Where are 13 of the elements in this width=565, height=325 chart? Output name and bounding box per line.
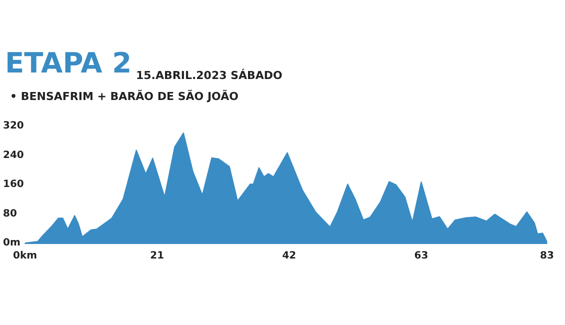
x-tick-label: 21 <box>150 250 164 262</box>
y-tick-label: 320 <box>3 120 24 132</box>
x-tick-label: 0km <box>12 250 38 262</box>
x-tick-label: 83 <box>540 250 554 262</box>
chart-title: ETAPA 2 <box>5 46 132 80</box>
y-tick-label: 160 <box>3 179 24 190</box>
x-tick-label: 63 <box>414 250 428 262</box>
y-tick-label: 0m <box>3 238 20 248</box>
x-tick-label: 42 <box>282 250 296 262</box>
chart-subtitle: 15.ABRIL.2023 SÁBADO <box>136 68 282 82</box>
text: • BENSAFRIM + BARÃO DE SÃO JOÃO <box>10 89 238 103</box>
y-tick-label: 240 <box>3 150 24 161</box>
y-tick-label: 80 <box>3 208 17 220</box>
